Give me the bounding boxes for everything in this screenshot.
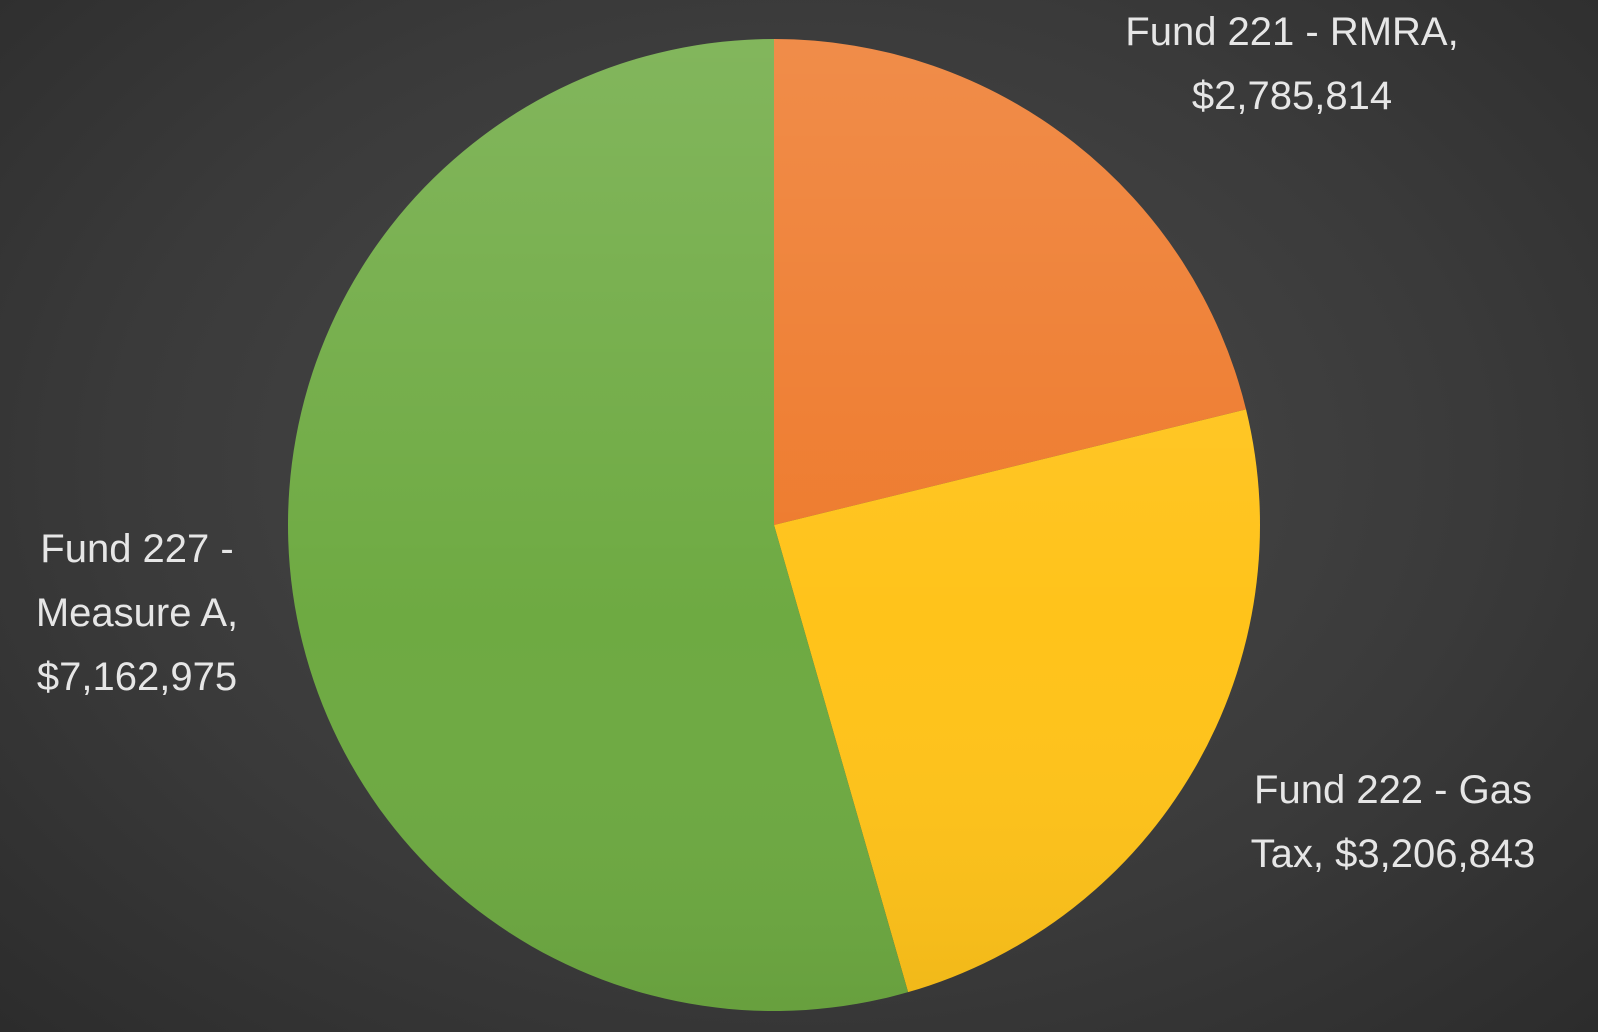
value-label: $7,162,975 (36, 655, 238, 699)
category-label: Fund 222 - Gas Tax, (1250, 768, 1532, 876)
data-label: Fund 221 - RMRA, $2,785,814 (1092, 0, 1492, 128)
value-label: $2,785,814 (1191, 74, 1393, 118)
category-label: Fund 227 - Measure A, (35, 527, 239, 635)
data-label: Fund 227 - Measure A, $7,162,975 (7, 517, 267, 709)
pie (287, 39, 1260, 1012)
data-label: Fund 222 - Gas Tax, $3,206,843 (1218, 758, 1568, 886)
value-label: $3,206,843 (1335, 832, 1536, 876)
category-label: Fund 221 - RMRA, (1125, 10, 1459, 54)
